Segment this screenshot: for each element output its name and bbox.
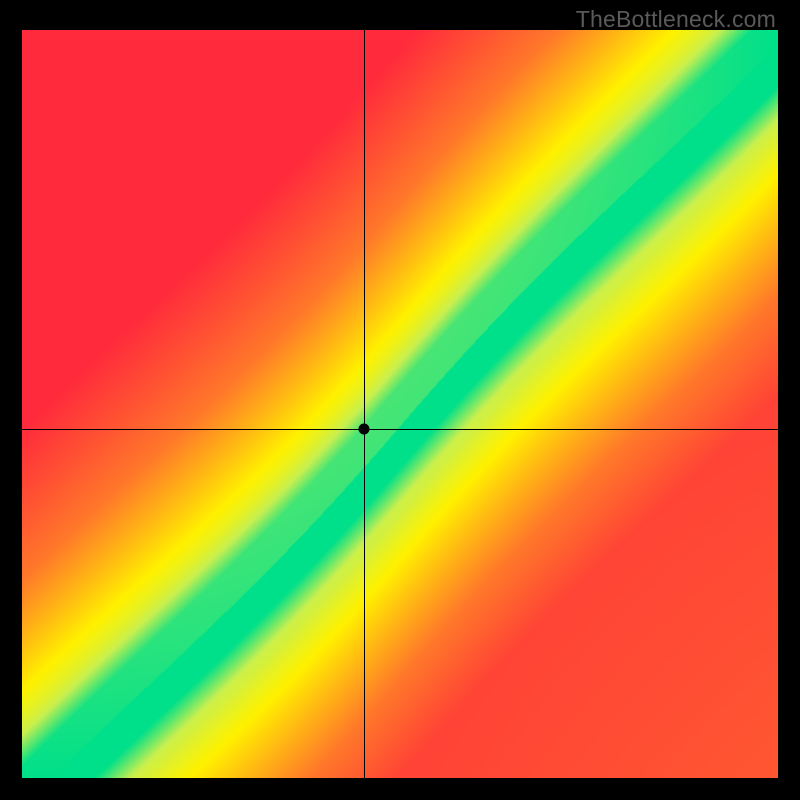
plot-frame: [22, 30, 778, 778]
chart-container: TheBottleneck.com: [0, 0, 800, 800]
marker-dot: [358, 423, 369, 434]
crosshair-horizontal: [22, 429, 778, 430]
watermark-text: TheBottleneck.com: [576, 6, 776, 33]
crosshair-vertical: [364, 30, 365, 778]
heatmap-canvas: [22, 30, 778, 778]
